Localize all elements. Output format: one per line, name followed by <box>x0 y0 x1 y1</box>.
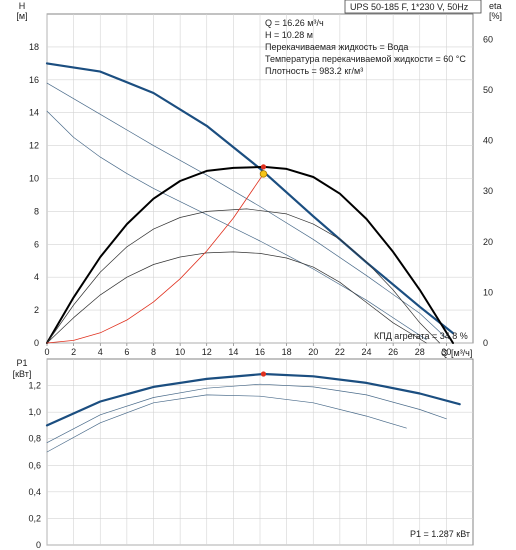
power-annotation: P1 = 1.287 кВт <box>410 529 470 539</box>
bottom-grid <box>46 359 473 546</box>
top-x-tick-label: 12 <box>202 347 212 357</box>
top-x-tick-label: 0 <box>44 347 49 357</box>
top-x-tick-label: 26 <box>388 347 398 357</box>
top-x-tick-label: 4 <box>98 347 103 357</box>
info-temperature: Температура перекачиваемой жидкости = 60… <box>265 54 466 64</box>
series-system-curve <box>46 173 264 344</box>
top-y-tick-label: 2 <box>34 305 39 315</box>
marker-efficiency-point <box>260 164 267 170</box>
top-x-tick-label: 22 <box>335 347 345 357</box>
top-x-tick-label: 14 <box>228 347 238 357</box>
bottom-y-tick-label: 1,2 <box>28 381 41 391</box>
top-y-tick-label: 4 <box>34 272 39 282</box>
top-series-group <box>45 62 455 344</box>
top-y-tick-label: 8 <box>34 206 39 216</box>
top-y2-tick-label: 20 <box>483 237 493 247</box>
series-efficiency-speed-2 <box>46 208 441 344</box>
eta-axis-label: eta <box>489 1 502 11</box>
top-x-tick-label: 18 <box>282 347 292 357</box>
top-x-tick-labels: 0 2 4 6 8 10 12 14 16 18 20 22 24 26 28 30 <box>44 347 451 357</box>
top-x-tick-label: 16 <box>255 347 265 357</box>
bottom-y-tick-label: 0,4 <box>28 487 41 497</box>
series-head-speed-1 <box>46 110 427 341</box>
top-y2-tick-label: 40 <box>483 136 493 146</box>
h-axis-label: H <box>19 1 26 11</box>
bottom-y-tick-label: 0,6 <box>28 460 41 470</box>
efficiency-annotation: КПД агрегата = 34.8 % <box>374 331 468 341</box>
model-label: UPS 50-185 F, 1*230 V, 50Hz <box>350 2 469 12</box>
top-y2-tick-labels: 0 10 20 30 40 50 60 <box>483 34 493 348</box>
top-y-tick-label: 12 <box>29 141 39 151</box>
top-y2-tick-label: 10 <box>483 287 493 297</box>
bottom-y-tick-label: 1,0 <box>28 407 41 417</box>
power-panel: 0 0,2 0,4 0,6 0,8 1,0 1,2 P1 [кВт] P1 = 1.287 … <box>13 358 474 550</box>
marker-duty-point <box>259 170 268 178</box>
marker-power-point <box>260 371 267 377</box>
top-points-group <box>259 164 268 178</box>
top-x-tick-label: 2 <box>71 347 76 357</box>
top-y2-tick-label: 0 <box>483 338 488 348</box>
info-density: Плотность = 983.2 кг/м³ <box>265 66 363 76</box>
series-head-speed-3 <box>45 62 455 335</box>
bottom-points-group <box>260 371 267 377</box>
info-liquid: Перекачиваемая жидкость = Вода <box>265 42 408 52</box>
duty-info-block: Q = 16.26 м³/ч H = 10.28 м Перекачиваема… <box>265 18 466 76</box>
series-efficiency-speed-1 <box>46 251 427 344</box>
top-y-tick-label: 14 <box>29 108 39 118</box>
series-power-speed-2 <box>46 383 447 444</box>
series-efficiency-speed-3 <box>46 165 454 344</box>
h-axis-unit: [м] <box>16 11 27 21</box>
top-x-tick-label: 24 <box>361 347 371 357</box>
bottom-y-tick-label: 0 <box>36 540 41 550</box>
info-flow: Q = 16.26 м³/ч <box>265 18 324 28</box>
top-y-tick-label: 10 <box>29 174 39 184</box>
series-head-speed-2 <box>46 82 447 339</box>
eta-axis-unit: [%] <box>489 11 502 21</box>
p1-axis-label: P1 <box>16 358 27 368</box>
model-label-box <box>344 0 482 14</box>
series-power-speed-1 <box>46 394 407 453</box>
bottom-y-tick-label: 0,8 <box>28 434 41 444</box>
p1-axis-unit: [кВт] <box>13 369 32 379</box>
top-y-tick-label: 18 <box>29 42 39 52</box>
top-x-tick-label: 10 <box>175 347 185 357</box>
q-axis-label: Q <box>441 348 448 358</box>
head-efficiency-panel: 0 2 4 6 8 10 12 14 16 18 20 22 24 26 28 30 024681012141… <box>16 0 502 358</box>
top-x-tick-label: 20 <box>308 347 318 357</box>
top-x-tick-label: 8 <box>151 347 156 357</box>
top-y-tick-label: 6 <box>34 239 39 249</box>
top-y2-tick-label: 30 <box>483 186 493 196</box>
top-x-tick-label: 30 <box>441 347 451 357</box>
info-head: H = 10.28 м <box>265 30 313 40</box>
top-x-tick-label: 6 <box>124 347 129 357</box>
top-y-tick-label: 0 <box>34 338 39 348</box>
top-y2-tick-label: 60 <box>483 34 493 44</box>
top-y2-tick-label: 50 <box>483 85 493 95</box>
top-y-tick-labels: 0 2 4 6 8 10 12 14 16 18 <box>29 42 39 348</box>
top-y-tick-label: 16 <box>29 75 39 85</box>
series-power-speed-3 <box>45 372 461 427</box>
q-axis-unit: [м³/ч] <box>451 348 472 358</box>
bottom-y-tick-labels: 0 0,2 0,4 0,6 0,8 1,0 1,2 <box>28 381 41 550</box>
bottom-y-tick-label: 0,2 <box>28 513 41 523</box>
top-x-tick-label: 28 <box>415 347 425 357</box>
